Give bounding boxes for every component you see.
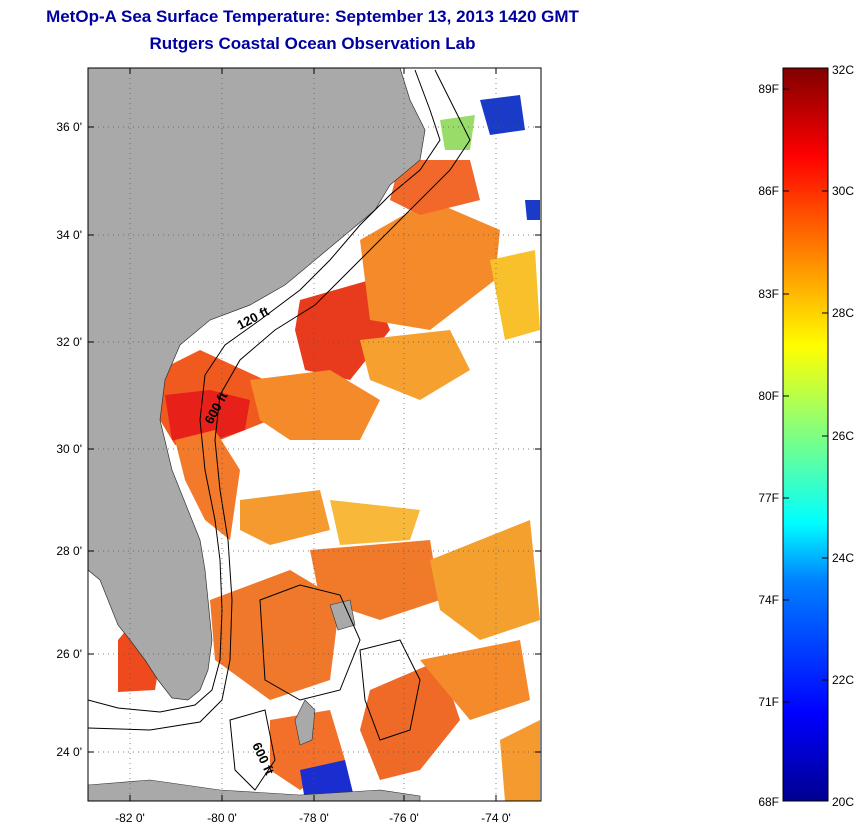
fahrenheit-label: 83F	[758, 287, 779, 301]
map-canvas: 120 ft 600 ft 600 ft	[88, 68, 541, 801]
contour-line-bahama-bank	[259, 584, 361, 701]
lon-label: -82 0'	[115, 811, 145, 825]
celsius-label: 22C	[832, 673, 854, 687]
fahrenheit-label: 77F	[758, 491, 779, 505]
lat-label: 24 0'	[56, 745, 82, 759]
lon-label: -80 0'	[207, 811, 237, 825]
sst-patch	[500, 720, 540, 801]
sst-patch	[490, 250, 540, 340]
sst-patch	[360, 200, 500, 330]
fahrenheit-label: 86F	[758, 184, 779, 198]
andros-island-land	[294, 699, 316, 746]
contour-line-120ft	[88, 69, 441, 713]
celsius-label: 32C	[832, 63, 854, 77]
contour-line-bahama-bank	[359, 639, 421, 741]
fahrenheit-label: 74F	[758, 593, 779, 607]
lat-label: 28 0'	[56, 544, 82, 558]
lon-label: -78 0'	[299, 811, 329, 825]
lat-label: 30 0'	[56, 442, 82, 456]
fahrenheit-label: 80F	[758, 389, 779, 403]
sst-patch	[360, 330, 470, 400]
lon-label: -74 0'	[481, 811, 511, 825]
sst-patch	[420, 640, 530, 720]
lon-label: -76 0'	[389, 811, 419, 825]
sst-patch-cold	[300, 760, 355, 801]
fahrenheit-labels: 89F 86F 83F 80F 77F 74F 71F 68F	[758, 82, 779, 809]
graticule	[88, 68, 541, 801]
celsius-label: 28C	[832, 306, 854, 320]
lat-label: 36 0'	[56, 120, 82, 134]
us-southeast-coast-land	[88, 68, 426, 701]
sst-patch	[210, 570, 340, 700]
sst-patches	[118, 95, 540, 801]
sst-patch	[330, 500, 420, 545]
longitude-labels: -82 0' -80 0' -78 0' -76 0' -74 0'	[115, 811, 511, 825]
fahrenheit-label: 71F	[758, 695, 779, 709]
sst-patch	[118, 628, 160, 692]
celsius-label: 20C	[832, 795, 854, 809]
map-subtitle: Rutgers Coastal Ocean Observation Lab	[149, 34, 476, 53]
celsius-label: 26C	[832, 429, 854, 443]
map-title: MetOp-A Sea Surface Temperature: Septemb…	[46, 7, 579, 26]
sst-patch-cold	[480, 95, 525, 135]
celsius-labels: 32C 30C 28C 26C 24C 22C 20C	[832, 63, 854, 809]
fahrenheit-label: 68F	[758, 795, 779, 809]
colorbar-ticks	[783, 88, 828, 703]
bathymetry-contours	[88, 69, 471, 791]
sst-patch	[165, 390, 250, 445]
cuba-land	[88, 779, 421, 801]
lat-label: 34 0'	[56, 228, 82, 242]
sst-patch-cold	[525, 200, 540, 220]
sst-colorbar	[782, 67, 829, 802]
fahrenheit-label: 89F	[758, 82, 779, 96]
sst-patch	[250, 370, 380, 440]
axis-ticks	[88, 68, 541, 801]
contour-line-600ft	[88, 69, 471, 731]
celsius-label: 24C	[832, 551, 854, 565]
sst-patch	[430, 520, 540, 640]
contour-line-600ft-south	[229, 709, 276, 791]
sst-patch	[240, 490, 330, 545]
celsius-label: 30C	[832, 184, 854, 198]
sst-patch	[440, 115, 475, 150]
sst-patch	[360, 660, 460, 780]
latitude-labels: 36 0' 34 0' 32 0' 30 0' 28 0' 26 0' 24 0…	[56, 120, 82, 759]
lat-label: 26 0'	[56, 647, 82, 661]
sst-patch	[390, 160, 480, 215]
lat-label: 32 0'	[56, 335, 82, 349]
